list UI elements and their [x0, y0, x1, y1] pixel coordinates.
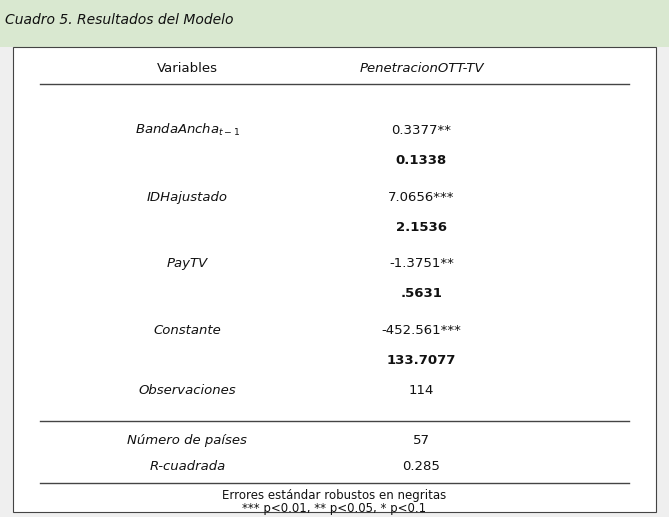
Text: Cuadro 5. Resultados del Modelo: Cuadro 5. Resultados del Modelo	[5, 12, 234, 27]
Text: Variables: Variables	[157, 62, 218, 75]
Text: PayTV: PayTV	[167, 257, 208, 270]
Text: Número de países: Número de países	[127, 434, 248, 447]
Text: 133.7077: 133.7077	[387, 354, 456, 368]
FancyBboxPatch shape	[13, 47, 656, 512]
Text: -1.3751**: -1.3751**	[389, 257, 454, 270]
Text: *** p<0.01, ** p<0.05, * p<0.1: *** p<0.01, ** p<0.05, * p<0.1	[242, 502, 427, 515]
Text: R-cuadrada: R-cuadrada	[149, 460, 225, 473]
Text: 7.0656***: 7.0656***	[388, 191, 455, 204]
Text: Observaciones: Observaciones	[138, 384, 236, 397]
Text: -452.561***: -452.561***	[381, 324, 462, 338]
Text: 0.3377**: 0.3377**	[391, 124, 452, 137]
Text: 2.1536: 2.1536	[396, 221, 447, 234]
Text: 0.1338: 0.1338	[396, 154, 447, 167]
Text: 114: 114	[409, 384, 434, 397]
Text: 0.285: 0.285	[403, 460, 440, 473]
Text: PenetracionOTT-TV: PenetracionOTT-TV	[359, 62, 484, 75]
Text: Errores estándar robustos en negritas: Errores estándar robustos en negritas	[222, 489, 447, 502]
Text: 57: 57	[413, 434, 430, 447]
Text: Constante: Constante	[153, 324, 221, 338]
Text: .5631: .5631	[401, 287, 442, 300]
FancyBboxPatch shape	[0, 0, 669, 47]
Text: IDHajustado: IDHajustado	[147, 191, 228, 204]
Text: $\mathit{BandaAncha}_{t-1}$: $\mathit{BandaAncha}_{t-1}$	[134, 122, 240, 139]
